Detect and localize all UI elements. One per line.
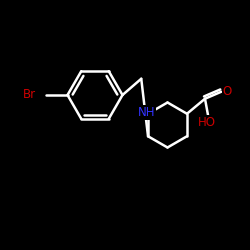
- Text: HO: HO: [198, 116, 216, 129]
- Text: NH: NH: [138, 106, 156, 119]
- Text: Br: Br: [23, 88, 36, 102]
- Text: O: O: [223, 85, 232, 98]
